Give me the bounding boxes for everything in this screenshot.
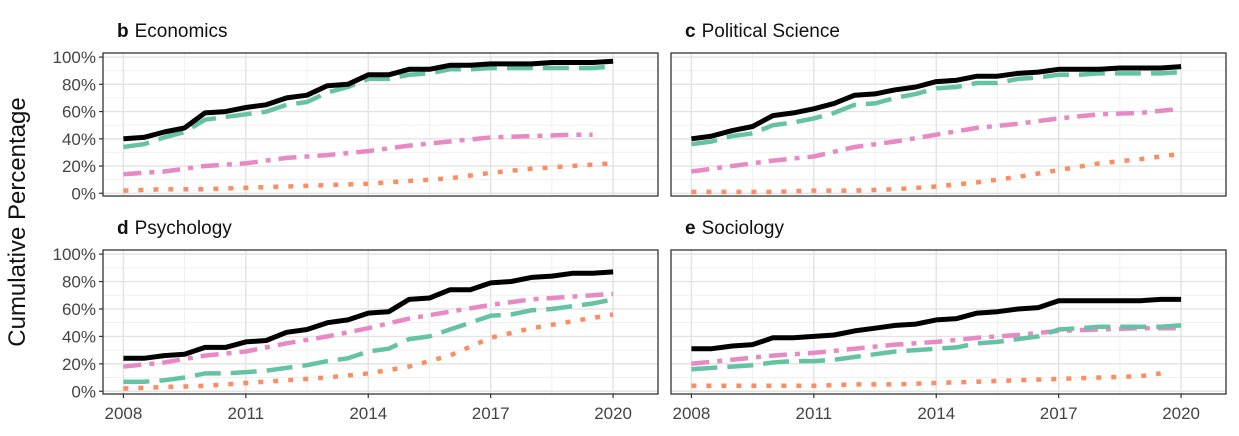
series-line-4: [691, 151, 1182, 195]
series-line-4: [123, 161, 614, 193]
panel-economics: b Economics 0% 20% 40% 60% 80% 100%: [53, 21, 659, 203]
panel-political-science: c Political Science: [670, 21, 1227, 197]
panel-border: [670, 249, 1227, 395]
panel-title-text: Sociology: [702, 218, 785, 239]
panel-sociology: e Sociology 2008 2011 2014 2017 2020: [670, 218, 1227, 423]
x-tick-label: 2014: [917, 404, 955, 423]
y-tick-label: 100%: [53, 48, 96, 67]
panel-title-text: Psychology: [135, 218, 233, 239]
x-tick-label: 2008: [104, 404, 142, 423]
series-line-1: [123, 269, 614, 361]
x-tick-label: 2008: [672, 404, 710, 423]
panel-title-text: Economics: [135, 21, 228, 42]
series-line-3: [123, 291, 614, 369]
panel-title: e Sociology: [685, 218, 784, 239]
series-line-3: [691, 325, 1182, 367]
x-tick-label: 2011: [228, 404, 265, 423]
panel-background: [671, 53, 1226, 196]
x-tick-label: 2020: [1162, 404, 1200, 423]
panel-letter: d: [117, 218, 129, 239]
series-line-3: [691, 106, 1182, 174]
chart-panels: b Economics 0% 20% 40% 60% 80% 100% c Political S…: [53, 21, 1227, 423]
series-line-1: [691, 64, 1182, 142]
y-tick-label: 40%: [62, 327, 96, 346]
x-tick-label: 2020: [594, 404, 632, 423]
x-tick-label: 2017: [1040, 404, 1078, 423]
panel-letter: e: [685, 218, 696, 239]
panel-letter: c: [685, 21, 696, 42]
series-line-1: [123, 58, 614, 142]
panel-border: [102, 249, 659, 395]
panel-psychology: d Psychology 0% 20% 40% 60% 80% 100% 2008 2011 201…: [53, 218, 659, 423]
panel-letter: b: [117, 21, 129, 42]
series-line-2: [691, 323, 1182, 372]
series-line-2: [123, 64, 614, 150]
panel-border: [670, 52, 1227, 197]
y-tick-label: 100%: [53, 245, 96, 264]
y-tick-label: 0%: [71, 184, 96, 203]
panel-title: d Psychology: [117, 218, 232, 239]
panel-title: c Political Science: [685, 21, 840, 42]
y-tick-label: 80%: [62, 273, 96, 292]
y-tick-label: 80%: [62, 75, 96, 94]
y-tick-label: 20%: [62, 355, 96, 374]
series-line-4: [691, 371, 1162, 389]
panel-title-text: Political Science: [702, 21, 840, 42]
y-tick-label: 20%: [62, 157, 96, 176]
panel-title: b Economics: [117, 21, 228, 42]
x-tick-label: 2014: [349, 404, 387, 423]
y-tick-label: 40%: [62, 130, 96, 149]
series-line-3: [123, 132, 593, 177]
y-tick-label: 0%: [71, 382, 96, 401]
x-tick-label: 2011: [796, 404, 833, 423]
series-line-2: [123, 297, 614, 384]
panel-background: [671, 250, 1226, 394]
series-line-1: [691, 296, 1182, 352]
y-tick-label: 60%: [62, 300, 96, 319]
y-tick-label: 60%: [62, 103, 96, 122]
x-tick-label: 2017: [472, 404, 510, 423]
y-axis-label: Cumulative Percentage: [4, 97, 31, 346]
series-line-2: [691, 69, 1182, 147]
panel-border: [102, 52, 659, 197]
